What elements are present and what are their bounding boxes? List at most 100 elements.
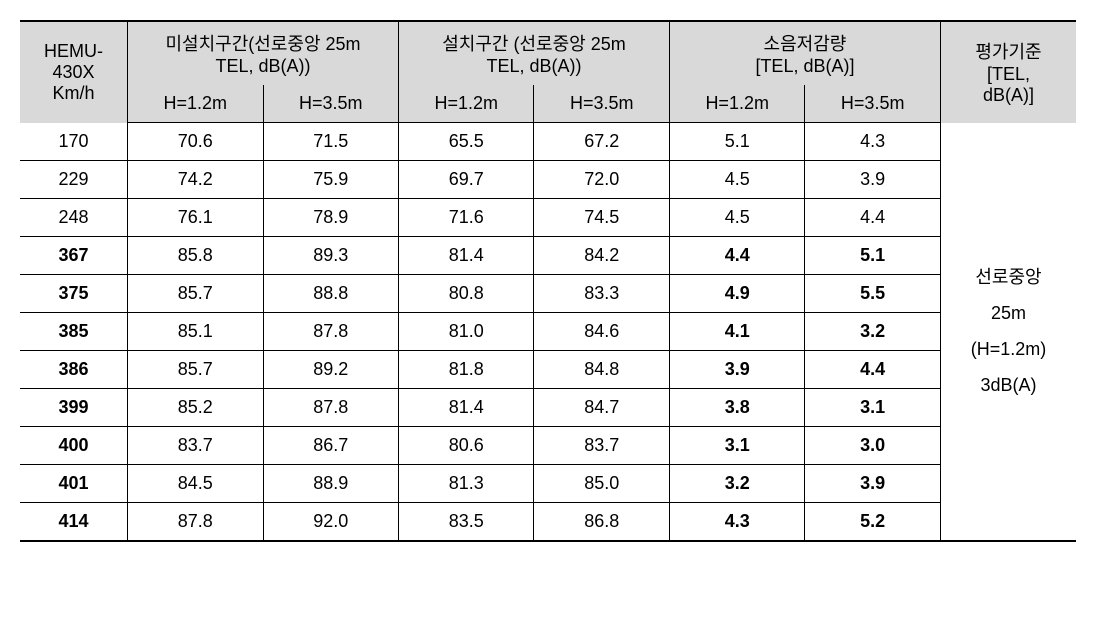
sub-header-h35: H=3.5m <box>805 85 940 123</box>
cell-value: 85.2 <box>128 389 263 427</box>
cell-value: 87.8 <box>263 389 398 427</box>
cell-value: 89.2 <box>263 351 398 389</box>
header-label: Km/h <box>53 83 95 103</box>
header-label: TEL, dB(A)) <box>486 56 581 76</box>
cell-value: 4.9 <box>669 275 804 313</box>
header-label: dB(A)] <box>983 85 1034 105</box>
cell-value: 4.4 <box>805 351 940 389</box>
col-header-criteria: 평가기준 [TEL, dB(A)] <box>940 21 1076 123</box>
cell-value: 86.7 <box>263 427 398 465</box>
cell-speed: 375 <box>20 275 128 313</box>
cell-value: 80.8 <box>399 275 534 313</box>
cell-value: 3.8 <box>669 389 804 427</box>
cell-value: 3.9 <box>805 161 940 199</box>
cell-value: 84.6 <box>534 313 669 351</box>
cell-value: 84.5 <box>128 465 263 503</box>
header-label: TEL, dB(A)) <box>216 56 311 76</box>
cell-value: 67.2 <box>534 123 669 161</box>
cell-value: 3.9 <box>669 351 804 389</box>
header-label: 소음저감량 <box>764 34 847 54</box>
sub-header-h35: H=3.5m <box>534 85 669 123</box>
cell-value: 78.9 <box>263 199 398 237</box>
cell-value: 81.4 <box>399 237 534 275</box>
cell-value: 3.1 <box>805 389 940 427</box>
cell-value: 81.0 <box>399 313 534 351</box>
cell-value: 5.1 <box>805 237 940 275</box>
cell-value: 81.3 <box>399 465 534 503</box>
sub-header-h12: H=1.2m <box>669 85 804 123</box>
cell-value: 75.9 <box>263 161 398 199</box>
cell-value: 3.2 <box>669 465 804 503</box>
header-label: HEMU- <box>44 41 103 61</box>
cell-value: 84.7 <box>534 389 669 427</box>
table-row: 22974.275.969.772.04.53.9 <box>20 161 1076 199</box>
cell-value: 74.5 <box>534 199 669 237</box>
cell-value: 4.5 <box>669 199 804 237</box>
cell-value: 85.8 <box>128 237 263 275</box>
col-header-uninstalled: 미설치구간(선로중앙 25m TEL, dB(A)) <box>128 21 399 85</box>
cell-speed: 401 <box>20 465 128 503</box>
cell-value: 71.5 <box>263 123 398 161</box>
cell-value: 85.7 <box>128 275 263 313</box>
cell-value: 76.1 <box>128 199 263 237</box>
cell-speed: 400 <box>20 427 128 465</box>
table-row: 36785.889.381.484.24.45.1 <box>20 237 1076 275</box>
table-row: 37585.788.880.883.34.95.5 <box>20 275 1076 313</box>
noise-reduction-table: HEMU- 430X Km/h 미설치구간(선로중앙 25m TEL, dB(A… <box>20 20 1076 542</box>
cell-value: 4.4 <box>669 237 804 275</box>
header-label: 430X <box>52 62 94 82</box>
criteria-line: 25m <box>991 303 1026 323</box>
table-row: 40083.786.780.683.73.13.0 <box>20 427 1076 465</box>
table-body: 17070.671.565.567.25.14.3선로중앙25m(H=1.2m)… <box>20 123 1076 542</box>
sub-header-h12: H=1.2m <box>399 85 534 123</box>
sub-header-h35: H=3.5m <box>263 85 398 123</box>
cell-value: 88.8 <box>263 275 398 313</box>
criteria-line: (H=1.2m) <box>971 339 1047 359</box>
cell-value: 4.3 <box>669 503 804 542</box>
cell-value: 92.0 <box>263 503 398 542</box>
cell-value: 88.9 <box>263 465 398 503</box>
cell-value: 69.7 <box>399 161 534 199</box>
cell-value: 5.1 <box>669 123 804 161</box>
cell-value: 3.9 <box>805 465 940 503</box>
header-label: [TEL, <box>987 64 1030 84</box>
cell-value: 65.5 <box>399 123 534 161</box>
cell-value: 84.8 <box>534 351 669 389</box>
cell-value: 4.3 <box>805 123 940 161</box>
col-header-speed: HEMU- 430X Km/h <box>20 21 128 123</box>
criteria-line: 3dB(A) <box>980 375 1036 395</box>
table-row: 39985.287.881.484.73.83.1 <box>20 389 1076 427</box>
cell-value: 70.6 <box>128 123 263 161</box>
cell-value: 4.5 <box>669 161 804 199</box>
cell-speed: 385 <box>20 313 128 351</box>
cell-value: 83.7 <box>534 427 669 465</box>
col-header-installed: 설치구간 (선로중앙 25m TEL, dB(A)) <box>399 21 670 85</box>
cell-value: 4.1 <box>669 313 804 351</box>
cell-criteria: 선로중앙 25m (H=1.2m) 3dB(A) <box>940 123 1076 542</box>
cell-value: 85.1 <box>128 313 263 351</box>
cell-value: 83.5 <box>399 503 534 542</box>
header-label: [TEL, dB(A)] <box>755 56 854 76</box>
cell-value: 83.3 <box>534 275 669 313</box>
cell-value: 3.1 <box>669 427 804 465</box>
cell-value: 87.8 <box>128 503 263 542</box>
cell-speed: 367 <box>20 237 128 275</box>
cell-value: 5.2 <box>805 503 940 542</box>
cell-value: 5.5 <box>805 275 940 313</box>
table-row: 38685.789.281.884.83.94.4 <box>20 351 1076 389</box>
cell-value: 72.0 <box>534 161 669 199</box>
table-row: 38585.187.881.084.64.13.2 <box>20 313 1076 351</box>
cell-value: 81.8 <box>399 351 534 389</box>
cell-value: 85.7 <box>128 351 263 389</box>
table-header: HEMU- 430X Km/h 미설치구간(선로중앙 25m TEL, dB(A… <box>20 21 1076 123</box>
table-row: 24876.178.971.674.54.54.4 <box>20 199 1076 237</box>
cell-value: 81.4 <box>399 389 534 427</box>
cell-value: 4.4 <box>805 199 940 237</box>
cell-value: 83.7 <box>128 427 263 465</box>
criteria-line: 선로중앙 <box>975 267 1041 287</box>
table-row: 17070.671.565.567.25.14.3선로중앙25m(H=1.2m)… <box>20 123 1076 161</box>
cell-value: 74.2 <box>128 161 263 199</box>
col-header-reduction: 소음저감량 [TEL, dB(A)] <box>669 21 940 85</box>
cell-value: 85.0 <box>534 465 669 503</box>
cell-speed: 170 <box>20 123 128 161</box>
